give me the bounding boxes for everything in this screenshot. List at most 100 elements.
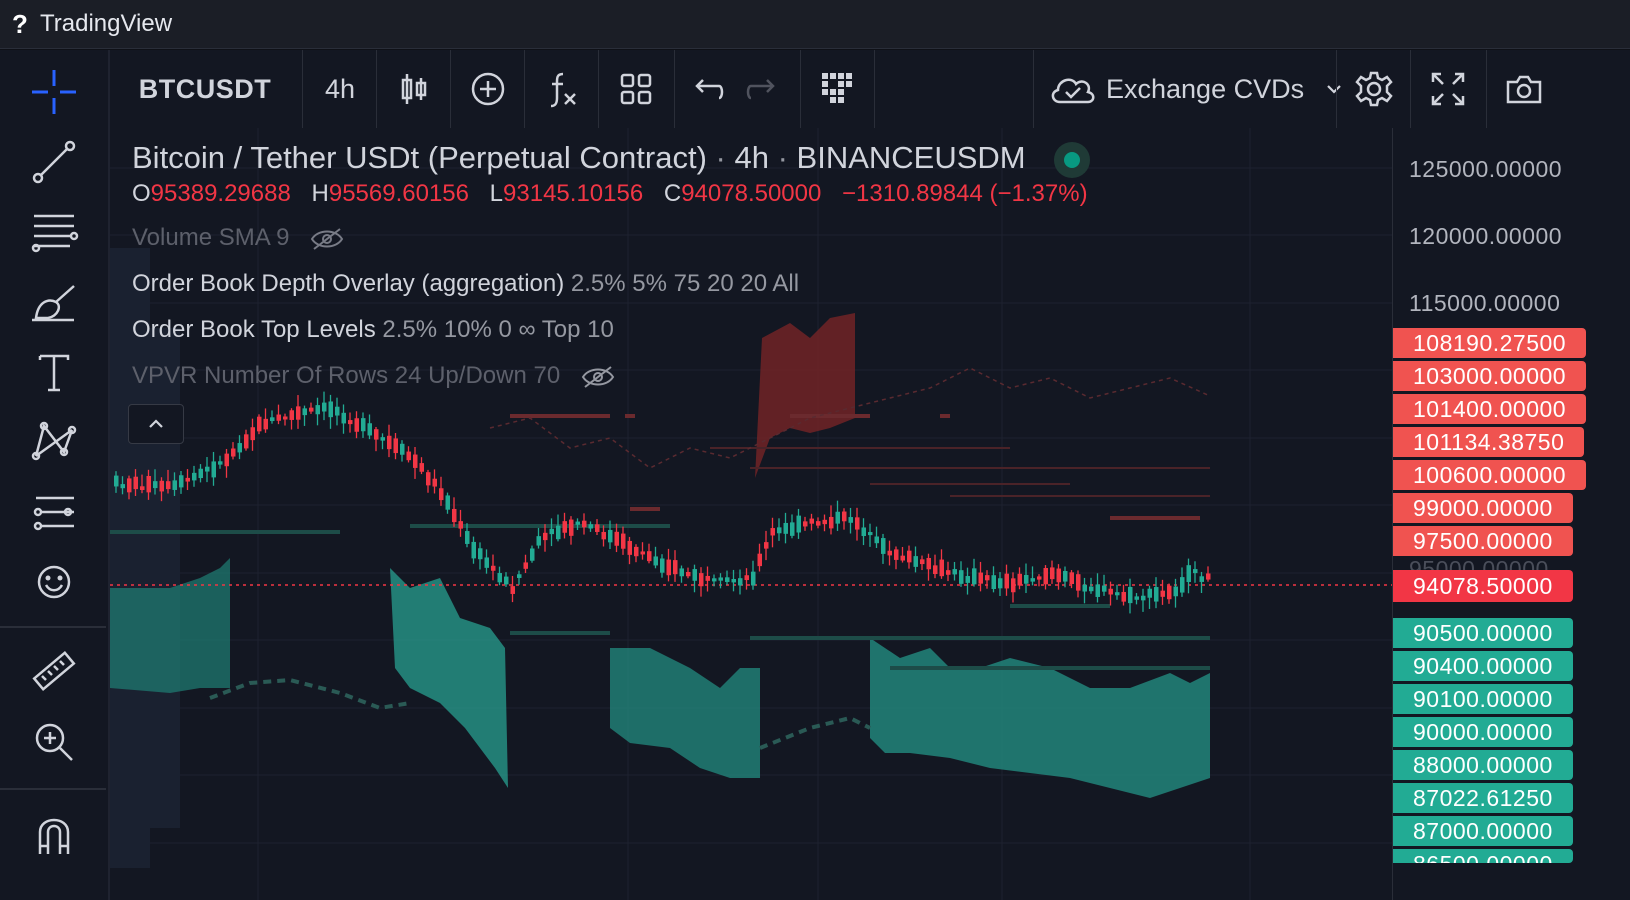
candle-body (302, 408, 307, 416)
toolbar-divider-2 (0, 788, 106, 790)
bid-level-label: 90000.00000 (1393, 717, 1573, 747)
candle-body (569, 519, 574, 536)
candle-body (1141, 595, 1146, 601)
candle-body (1082, 584, 1087, 592)
candle-body (946, 570, 951, 575)
candle-body (601, 531, 606, 540)
candle-body (913, 556, 918, 567)
candle-body (959, 570, 964, 584)
undo-button[interactable] (676, 50, 740, 128)
fullscreen-button[interactable] (1412, 50, 1484, 128)
zoom-in-icon[interactable] (22, 710, 86, 774)
chart-plot-area[interactable] (110, 128, 1392, 900)
candle-body (218, 461, 223, 465)
candle-body (887, 550, 892, 556)
candle-body (725, 577, 730, 582)
crosshair-icon[interactable] (22, 60, 86, 124)
compare-symbol-button[interactable] (452, 50, 524, 128)
candle-body (205, 466, 210, 472)
candle-body (712, 578, 717, 582)
brush-icon[interactable] (22, 270, 86, 334)
help-icon[interactable]: ? (12, 8, 28, 39)
candle-body (153, 481, 158, 489)
eye-off-icon (310, 227, 344, 250)
candle-body (504, 576, 509, 585)
candle-body (244, 434, 249, 449)
prediction-icon[interactable] (22, 480, 86, 544)
candle-body (159, 480, 164, 492)
heatmap-button[interactable] (802, 50, 874, 128)
candle-body (341, 412, 346, 424)
candle-body (452, 508, 457, 523)
candle-body (803, 521, 808, 527)
candle-body (790, 522, 795, 536)
ask-level-label: 100600.00000 (1393, 460, 1587, 490)
chart-type-button[interactable] (378, 50, 450, 128)
candle-body (666, 559, 671, 576)
chart-pane[interactable]: Bitcoin / Tether USDt (Perpetual Contrac… (110, 128, 1392, 900)
legend-collapse-button[interactable] (128, 404, 184, 444)
candle-body (439, 488, 444, 501)
bid-level-label: 90500.00000 (1393, 618, 1573, 648)
candle-body (757, 553, 762, 567)
text-icon[interactable] (22, 340, 86, 404)
candle-body (1095, 584, 1100, 597)
magnet-icon[interactable] (22, 802, 86, 866)
candle-body (192, 472, 197, 481)
redo-button[interactable] (730, 50, 794, 128)
candle-body (127, 478, 132, 493)
candle-body (978, 572, 983, 584)
study-volume-sma[interactable]: Volume SMA 9 (132, 224, 344, 252)
candle-body (1024, 574, 1029, 584)
settings-button[interactable] (1338, 50, 1410, 128)
indicator-template-dropdown[interactable]: Exchange CVDs (1036, 50, 1348, 128)
price-tick: 125000.00000 (1409, 156, 1563, 182)
candle-body (432, 478, 437, 487)
ohlc-values: O95389.29688 H95569.60156 L93145.10156 C… (132, 180, 1088, 207)
study-order-book-depth[interactable]: Order Book Depth Overlay (aggregation) 2… (132, 270, 800, 297)
ruler-icon[interactable] (22, 640, 86, 704)
candle-body (497, 573, 502, 583)
candle-body (367, 423, 372, 436)
fullscreen-icon (1431, 72, 1465, 106)
ask-level-label: 101400.00000 (1393, 394, 1587, 424)
interval-button[interactable]: 4h (304, 50, 376, 128)
candle-body (354, 418, 359, 432)
top-toolbar: BTCUSDT 4h Exchange CVDs (110, 50, 1630, 129)
bid-level-label: 90100.00000 (1393, 684, 1573, 714)
emoji-icon[interactable] (22, 550, 86, 614)
candle-body (276, 414, 281, 421)
indicator-template-label: Exchange CVDs (1106, 73, 1305, 104)
candle-body (640, 551, 645, 555)
candle-body (777, 527, 782, 534)
candle-body (673, 560, 678, 575)
market-open-status-icon (1064, 151, 1081, 168)
candle-body (1160, 590, 1165, 597)
study-order-book-top-levels[interactable]: Order Book Top Levels 2.5% 10% 0 ∞ Top 1… (132, 316, 614, 343)
candle-body (920, 559, 925, 565)
trend-line-icon[interactable] (22, 130, 86, 194)
candle-body (1017, 573, 1022, 586)
indicators-button[interactable] (526, 50, 598, 128)
candle-body (1193, 569, 1198, 574)
symbol-search-button[interactable]: BTCUSDT (110, 50, 300, 128)
open-value: 95389.29688 (150, 180, 291, 207)
candle-body (822, 519, 827, 525)
candle-body (926, 557, 931, 570)
price-scale[interactable]: 125000.00000 120000.00000 115000.00000 1… (1392, 128, 1630, 900)
candle-body (1050, 567, 1055, 580)
bid-level-label: 87022.61250 (1393, 783, 1573, 813)
pattern-icon[interactable] (22, 410, 86, 474)
candle-body (289, 410, 294, 420)
layout-button[interactable] (600, 50, 672, 128)
chart-legend-title[interactable]: Bitcoin / Tether USDt (Perpetual Contrac… (132, 140, 1081, 176)
candle-body (751, 571, 756, 586)
candle-body (185, 477, 190, 482)
grid-icon (620, 73, 652, 105)
candle-body (445, 495, 450, 510)
legend-exchange: BINANCEUSDM (796, 140, 1026, 175)
candle-body (478, 548, 483, 560)
study-vpvr[interactable]: VPVR Number Of Rows 24 Up/Down 70 (132, 362, 615, 390)
screenshot-button[interactable] (1488, 50, 1560, 128)
fib-retracement-icon[interactable] (22, 200, 86, 264)
